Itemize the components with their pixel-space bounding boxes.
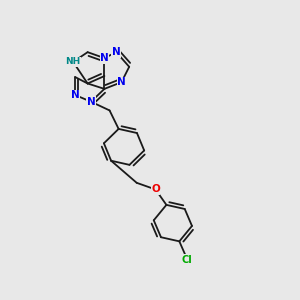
Text: N: N xyxy=(100,53,109,63)
Text: N: N xyxy=(87,97,95,107)
Text: NH: NH xyxy=(65,57,81,66)
Text: N: N xyxy=(71,90,80,100)
Text: O: O xyxy=(151,184,160,194)
Text: Cl: Cl xyxy=(182,255,193,265)
Text: N: N xyxy=(112,47,121,57)
Text: N: N xyxy=(117,77,126,87)
